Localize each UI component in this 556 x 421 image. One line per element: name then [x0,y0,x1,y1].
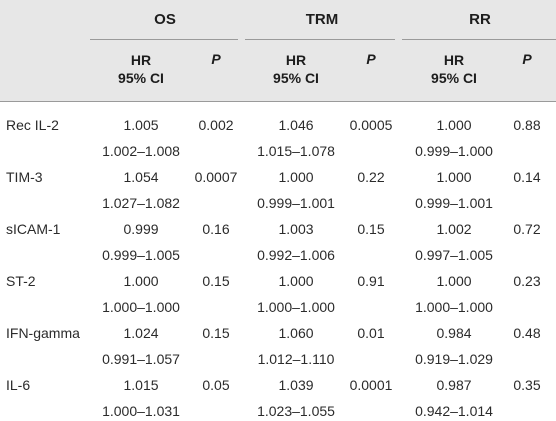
trm-hr-header: HR 95% CI [273,51,319,87]
trm-ci: 1.012–1.110 [257,351,335,367]
trm-p: 0.15 [357,221,385,237]
trm-hr: 1.000 [278,273,314,289]
trm-p: 0.0001 [349,377,393,393]
trm-ci: 0.992–1.006 [257,247,335,263]
trm-hr: 1.046 [278,117,314,133]
rr-hr: 0.987 [436,377,472,393]
os-p: 0.0007 [194,169,238,185]
os-p: 0.15 [202,325,230,341]
rr-hr: 1.002 [436,221,472,237]
os-ci: 1.002–1.008 [102,143,180,159]
os-p: 0.002 [198,117,234,133]
row-label-ifn-gamma: IFN-gamma [6,325,80,341]
row-label-il-6: IL-6 [6,377,31,393]
rr-hr: 0.984 [436,325,472,341]
os-hr-header-line1: HR [130,52,152,68]
table-header-background [0,0,556,101]
trm-hr: 1.000 [278,169,314,185]
os-p: 0.15 [202,273,230,289]
rr-ci: 0.942–1.014 [415,403,493,419]
trm-p: 0.01 [357,325,385,341]
rr-p-header: P [522,51,532,67]
os-hr: 0.999 [123,221,159,237]
row-label-tim-3: TIM-3 [6,169,43,185]
trm-p: 0.0005 [349,117,393,133]
rr-p: 0.72 [513,221,541,237]
os-ci: 1.000–1.000 [102,299,180,315]
os-ci: 0.991–1.057 [102,351,180,367]
rr-ci: 0.999–1.001 [415,195,493,211]
trm-p: 0.22 [357,169,385,185]
trm-ci: 0.999–1.001 [257,195,335,211]
rr-p: 0.48 [513,325,541,341]
rr-hr-header-line2: 95% CI [431,70,477,86]
os-p: 0.05 [202,377,230,393]
os-hr: 1.005 [123,117,159,133]
row-label-sicam-1: sICAM-1 [6,221,61,237]
rr-ci: 0.997–1.005 [415,247,493,263]
rr-hr: 1.000 [436,169,472,185]
row-label-st-2: ST-2 [6,273,36,289]
rr-ci: 1.000–1.000 [415,299,493,315]
group-header-trm: TRM [305,11,339,28]
rr-p: 0.23 [513,273,541,289]
os-hr-header: HR 95% CI [118,51,164,87]
os-ci: 0.999–1.005 [102,247,180,263]
os-hr-header-line2: 95% CI [118,70,164,86]
rr-hr-header: HR 95% CI [431,51,477,87]
os-p: 0.16 [202,221,230,237]
group-header-os: OS [154,11,176,28]
group-header-rr: RR [469,11,491,28]
trm-hr: 1.003 [278,221,314,237]
rr-group-rule [402,39,556,40]
row-label-rec-il-2: Rec IL-2 [6,117,59,133]
os-hr: 1.000 [123,273,159,289]
os-hr: 1.024 [123,325,159,341]
trm-p-header: P [366,51,376,67]
trm-ci: 1.000–1.000 [257,299,335,315]
header-bottom-rule [0,101,556,102]
os-ci: 1.027–1.082 [102,195,180,211]
rr-hr-header-line1: HR [443,52,465,68]
trm-ci: 1.023–1.055 [257,403,335,419]
rr-p: 0.88 [513,117,541,133]
rr-ci: 0.919–1.029 [415,351,493,367]
rr-p: 0.14 [513,169,541,185]
trm-hr-header-line2: 95% CI [273,70,319,86]
rr-p: 0.35 [513,377,541,393]
os-hr: 1.015 [123,377,159,393]
trm-hr: 1.060 [278,325,314,341]
trm-ci: 1.015–1.078 [257,143,335,159]
rr-ci: 0.999–1.000 [415,143,493,159]
trm-hr: 1.039 [278,377,314,393]
rr-hr: 1.000 [436,273,472,289]
os-hr: 1.054 [123,169,159,185]
trm-p: 0.91 [357,273,385,289]
os-group-rule [90,39,238,40]
rr-hr: 1.000 [436,117,472,133]
trm-hr-header-line1: HR [285,52,307,68]
os-p-header: P [211,51,221,67]
os-ci: 1.000–1.031 [102,403,180,419]
trm-group-rule [245,39,395,40]
